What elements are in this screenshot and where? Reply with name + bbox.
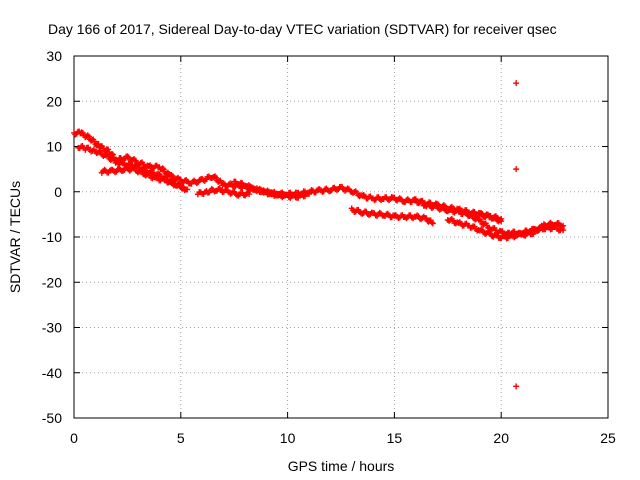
y-tick-label: 20 xyxy=(46,93,62,109)
x-tick-label: 15 xyxy=(387,430,403,446)
data-point xyxy=(178,185,185,192)
y-tick-label: -10 xyxy=(42,229,62,245)
data-point xyxy=(179,184,186,191)
data-point xyxy=(513,383,520,390)
series-track-2 xyxy=(75,143,191,194)
data-point xyxy=(84,132,91,139)
series-track-6 xyxy=(348,205,436,227)
data-point xyxy=(78,129,85,136)
data-point xyxy=(513,166,520,173)
grid xyxy=(74,56,608,418)
x-axis-label: GPS time / hours xyxy=(288,458,395,474)
x-tick-label: 25 xyxy=(600,430,616,446)
y-tick-label: -20 xyxy=(42,274,62,290)
y-tick-label: 10 xyxy=(46,139,62,155)
series-track-5 xyxy=(231,178,312,201)
data-point xyxy=(160,166,167,173)
chart-title: Day 166 of 2017, Sidereal Day-to-day VTE… xyxy=(48,21,557,37)
series-track-9 xyxy=(466,211,515,239)
x-tick-label: 20 xyxy=(493,430,509,446)
series-track-3 xyxy=(98,164,186,192)
series-outliers xyxy=(513,80,520,390)
data-point xyxy=(428,219,435,226)
data-point xyxy=(246,191,253,198)
y-tick-label: -30 xyxy=(42,320,62,336)
data-point xyxy=(534,227,541,234)
data-layer xyxy=(71,80,567,390)
series-track-4 xyxy=(194,185,253,199)
x-tick-label: 10 xyxy=(280,430,296,446)
series-track-10 xyxy=(508,219,567,239)
axis-ticks: 0 5 10 15 20 25 30 20 10 0 -10 -20 -30 -40 -50 xyxy=(42,48,616,446)
data-point xyxy=(159,165,166,172)
data-point xyxy=(560,222,567,229)
data-point xyxy=(498,218,505,225)
y-axis-label: SDTVAR / TECUs xyxy=(7,181,23,293)
y-tick-label: -50 xyxy=(42,410,62,426)
data-point xyxy=(213,174,220,181)
data-point xyxy=(91,138,98,145)
data-point xyxy=(184,186,191,193)
y-tick-label: -40 xyxy=(42,365,62,381)
x-tick-label: 0 xyxy=(70,430,78,446)
data-point xyxy=(85,133,92,140)
data-point xyxy=(513,80,520,87)
data-point xyxy=(468,211,475,218)
y-tick-label: 30 xyxy=(46,48,62,64)
y-tick-label: 0 xyxy=(54,184,62,200)
x-tick-label: 5 xyxy=(177,430,185,446)
data-point xyxy=(429,220,436,227)
data-point xyxy=(305,191,312,198)
